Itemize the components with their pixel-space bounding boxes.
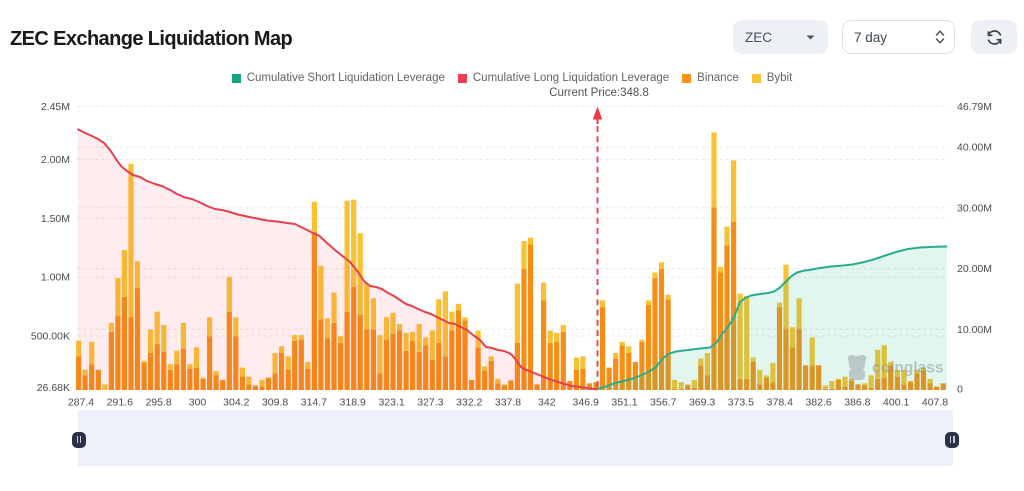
svg-text:386.8: 386.8	[844, 397, 870, 409]
svg-text:318.9: 318.9	[340, 397, 366, 409]
svg-text:342: 342	[538, 397, 556, 409]
svg-text:30.00M: 30.00M	[957, 202, 992, 214]
svg-text:304.2: 304.2	[223, 397, 249, 409]
svg-text:295.8: 295.8	[145, 397, 171, 409]
svg-text:378.4: 378.4	[767, 397, 793, 409]
svg-text:369.3: 369.3	[689, 397, 715, 409]
svg-text:1.00M: 1.00M	[41, 272, 70, 284]
svg-text:346.9: 346.9	[573, 397, 599, 409]
svg-text:20.00M: 20.00M	[957, 263, 992, 275]
svg-text:26.68K: 26.68K	[37, 382, 70, 394]
svg-text:373.5: 373.5	[728, 397, 754, 409]
svg-text:356.7: 356.7	[650, 397, 676, 409]
svg-text:314.7: 314.7	[301, 397, 327, 409]
svg-text:coinglass: coinglass	[872, 360, 944, 377]
svg-text:407.8: 407.8	[922, 397, 948, 409]
svg-text:323.1: 323.1	[378, 397, 404, 409]
svg-text:1.50M: 1.50M	[41, 213, 70, 225]
svg-text:40.00M: 40.00M	[957, 142, 992, 154]
svg-text:0: 0	[957, 384, 963, 396]
svg-text:309.8: 309.8	[262, 397, 288, 409]
svg-text:351.1: 351.1	[611, 397, 637, 409]
svg-text:382.6: 382.6	[805, 397, 831, 409]
svg-text:327.3: 327.3	[417, 397, 443, 409]
svg-text:2.45M: 2.45M	[41, 101, 70, 113]
svg-text:2.00M: 2.00M	[41, 154, 70, 166]
svg-text:300: 300	[189, 397, 207, 409]
svg-text:500.00K: 500.00K	[31, 331, 70, 343]
svg-text:291.6: 291.6	[107, 397, 133, 409]
svg-text:337.8: 337.8	[495, 397, 521, 409]
svg-text:46.79M: 46.79M	[957, 101, 992, 113]
svg-text:400.1: 400.1	[883, 397, 909, 409]
svg-text:10.00M: 10.00M	[957, 324, 992, 336]
svg-text:287.4: 287.4	[68, 397, 94, 409]
svg-text:332.2: 332.2	[456, 397, 482, 409]
